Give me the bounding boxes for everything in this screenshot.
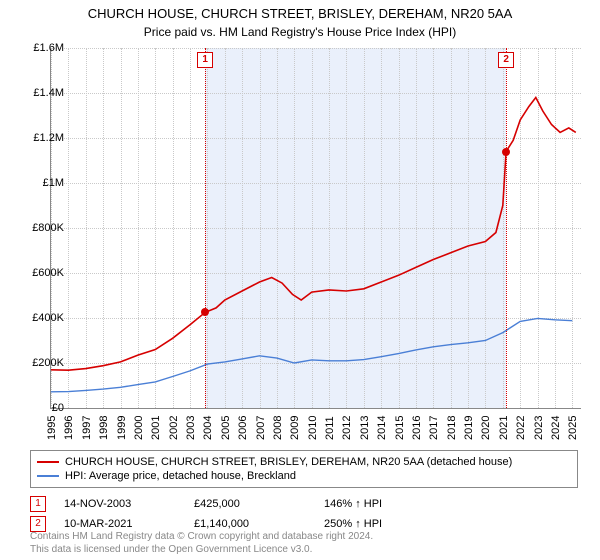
x-tick-label: 2019 <box>463 416 475 440</box>
legend-label-hpi: HPI: Average price, detached house, Brec… <box>65 470 296 482</box>
y-tick-label: £1.4M <box>14 87 64 99</box>
x-tick-label: 2000 <box>133 416 145 440</box>
x-tick-label: 2007 <box>255 416 267 440</box>
x-tick-label: 2014 <box>376 416 388 440</box>
x-tick-label: 1998 <box>98 416 110 440</box>
y-tick-label: £0 <box>14 402 64 414</box>
sale-marker-flag-1: 1 <box>197 52 213 68</box>
chart-container: CHURCH HOUSE, CHURCH STREET, BRISLEY, DE… <box>0 0 600 560</box>
sale-price-1: £425,000 <box>194 498 324 510</box>
x-tick-label: 2016 <box>411 416 423 440</box>
x-tick-label: 1995 <box>46 416 58 440</box>
x-tick-label: 1996 <box>63 416 75 440</box>
plot-area: 12 <box>50 48 581 409</box>
x-tick-label: 1999 <box>116 416 128 440</box>
x-tick-label: 2024 <box>550 416 562 440</box>
x-tick-label: 2004 <box>202 416 214 440</box>
x-tick-label: 2015 <box>394 416 406 440</box>
line-layer <box>51 48 581 408</box>
x-tick-label: 2008 <box>272 416 284 440</box>
sale-row-1: 1 14-NOV-2003 £425,000 146% ↑ HPI <box>30 494 454 514</box>
x-tick-label: 2021 <box>498 416 510 440</box>
y-tick-label: £800K <box>14 222 64 234</box>
x-tick-label: 2018 <box>446 416 458 440</box>
sale-price-2: £1,140,000 <box>194 518 324 530</box>
series-line-hpi <box>51 318 572 391</box>
sale-marker-flag-2: 2 <box>498 52 514 68</box>
x-tick-label: 2011 <box>324 416 336 440</box>
legend-swatch-hpi <box>37 475 59 477</box>
x-tick-label: 2009 <box>289 416 301 440</box>
x-tick-label: 2002 <box>168 416 180 440</box>
x-tick-label: 2020 <box>480 416 492 440</box>
sale-date-1: 14-NOV-2003 <box>64 498 194 510</box>
sale-dot-2 <box>502 148 510 156</box>
sale-marker-1: 1 <box>30 496 46 512</box>
y-tick-label: £200K <box>14 357 64 369</box>
footer-attribution: Contains HM Land Registry data © Crown c… <box>30 531 373 556</box>
legend-swatch-property <box>37 461 59 463</box>
x-tick-label: 2023 <box>533 416 545 440</box>
x-tick-label: 2005 <box>220 416 232 440</box>
sales-table: 1 14-NOV-2003 £425,000 146% ↑ HPI 2 10-M… <box>30 494 454 534</box>
footer-line2: This data is licensed under the Open Gov… <box>30 544 373 557</box>
x-tick-label: 2003 <box>185 416 197 440</box>
x-tick-label: 1997 <box>81 416 93 440</box>
footer-line1: Contains HM Land Registry data © Crown c… <box>30 531 373 544</box>
chart-subtitle: Price paid vs. HM Land Registry's House … <box>0 23 600 43</box>
sale-date-2: 10-MAR-2021 <box>64 518 194 530</box>
chart-title: CHURCH HOUSE, CHURCH STREET, BRISLEY, DE… <box>0 0 600 23</box>
x-tick-label: 2022 <box>515 416 527 440</box>
sale-marker-2: 2 <box>30 516 46 532</box>
series-line-property <box>51 98 576 371</box>
y-tick-label: £1.6M <box>14 42 64 54</box>
y-tick-label: £1.2M <box>14 132 64 144</box>
sale-pct-1: 146% ↑ HPI <box>324 498 454 510</box>
sale-pct-2: 250% ↑ HPI <box>324 518 454 530</box>
legend-item-property: CHURCH HOUSE, CHURCH STREET, BRISLEY, DE… <box>37 455 571 469</box>
legend: CHURCH HOUSE, CHURCH STREET, BRISLEY, DE… <box>30 450 578 488</box>
x-tick-label: 2010 <box>307 416 319 440</box>
y-tick-label: £1M <box>14 177 64 189</box>
legend-label-property: CHURCH HOUSE, CHURCH STREET, BRISLEY, DE… <box>65 456 512 468</box>
x-tick-label: 2012 <box>341 416 353 440</box>
x-tick-label: 2017 <box>428 416 440 440</box>
x-tick-label: 2001 <box>150 416 162 440</box>
x-tick-label: 2025 <box>567 416 579 440</box>
y-tick-label: £400K <box>14 312 64 324</box>
sale-dot-1 <box>201 308 209 316</box>
legend-item-hpi: HPI: Average price, detached house, Brec… <box>37 469 571 483</box>
x-tick-label: 2006 <box>237 416 249 440</box>
x-tick-label: 2013 <box>359 416 371 440</box>
y-tick-label: £600K <box>14 267 64 279</box>
